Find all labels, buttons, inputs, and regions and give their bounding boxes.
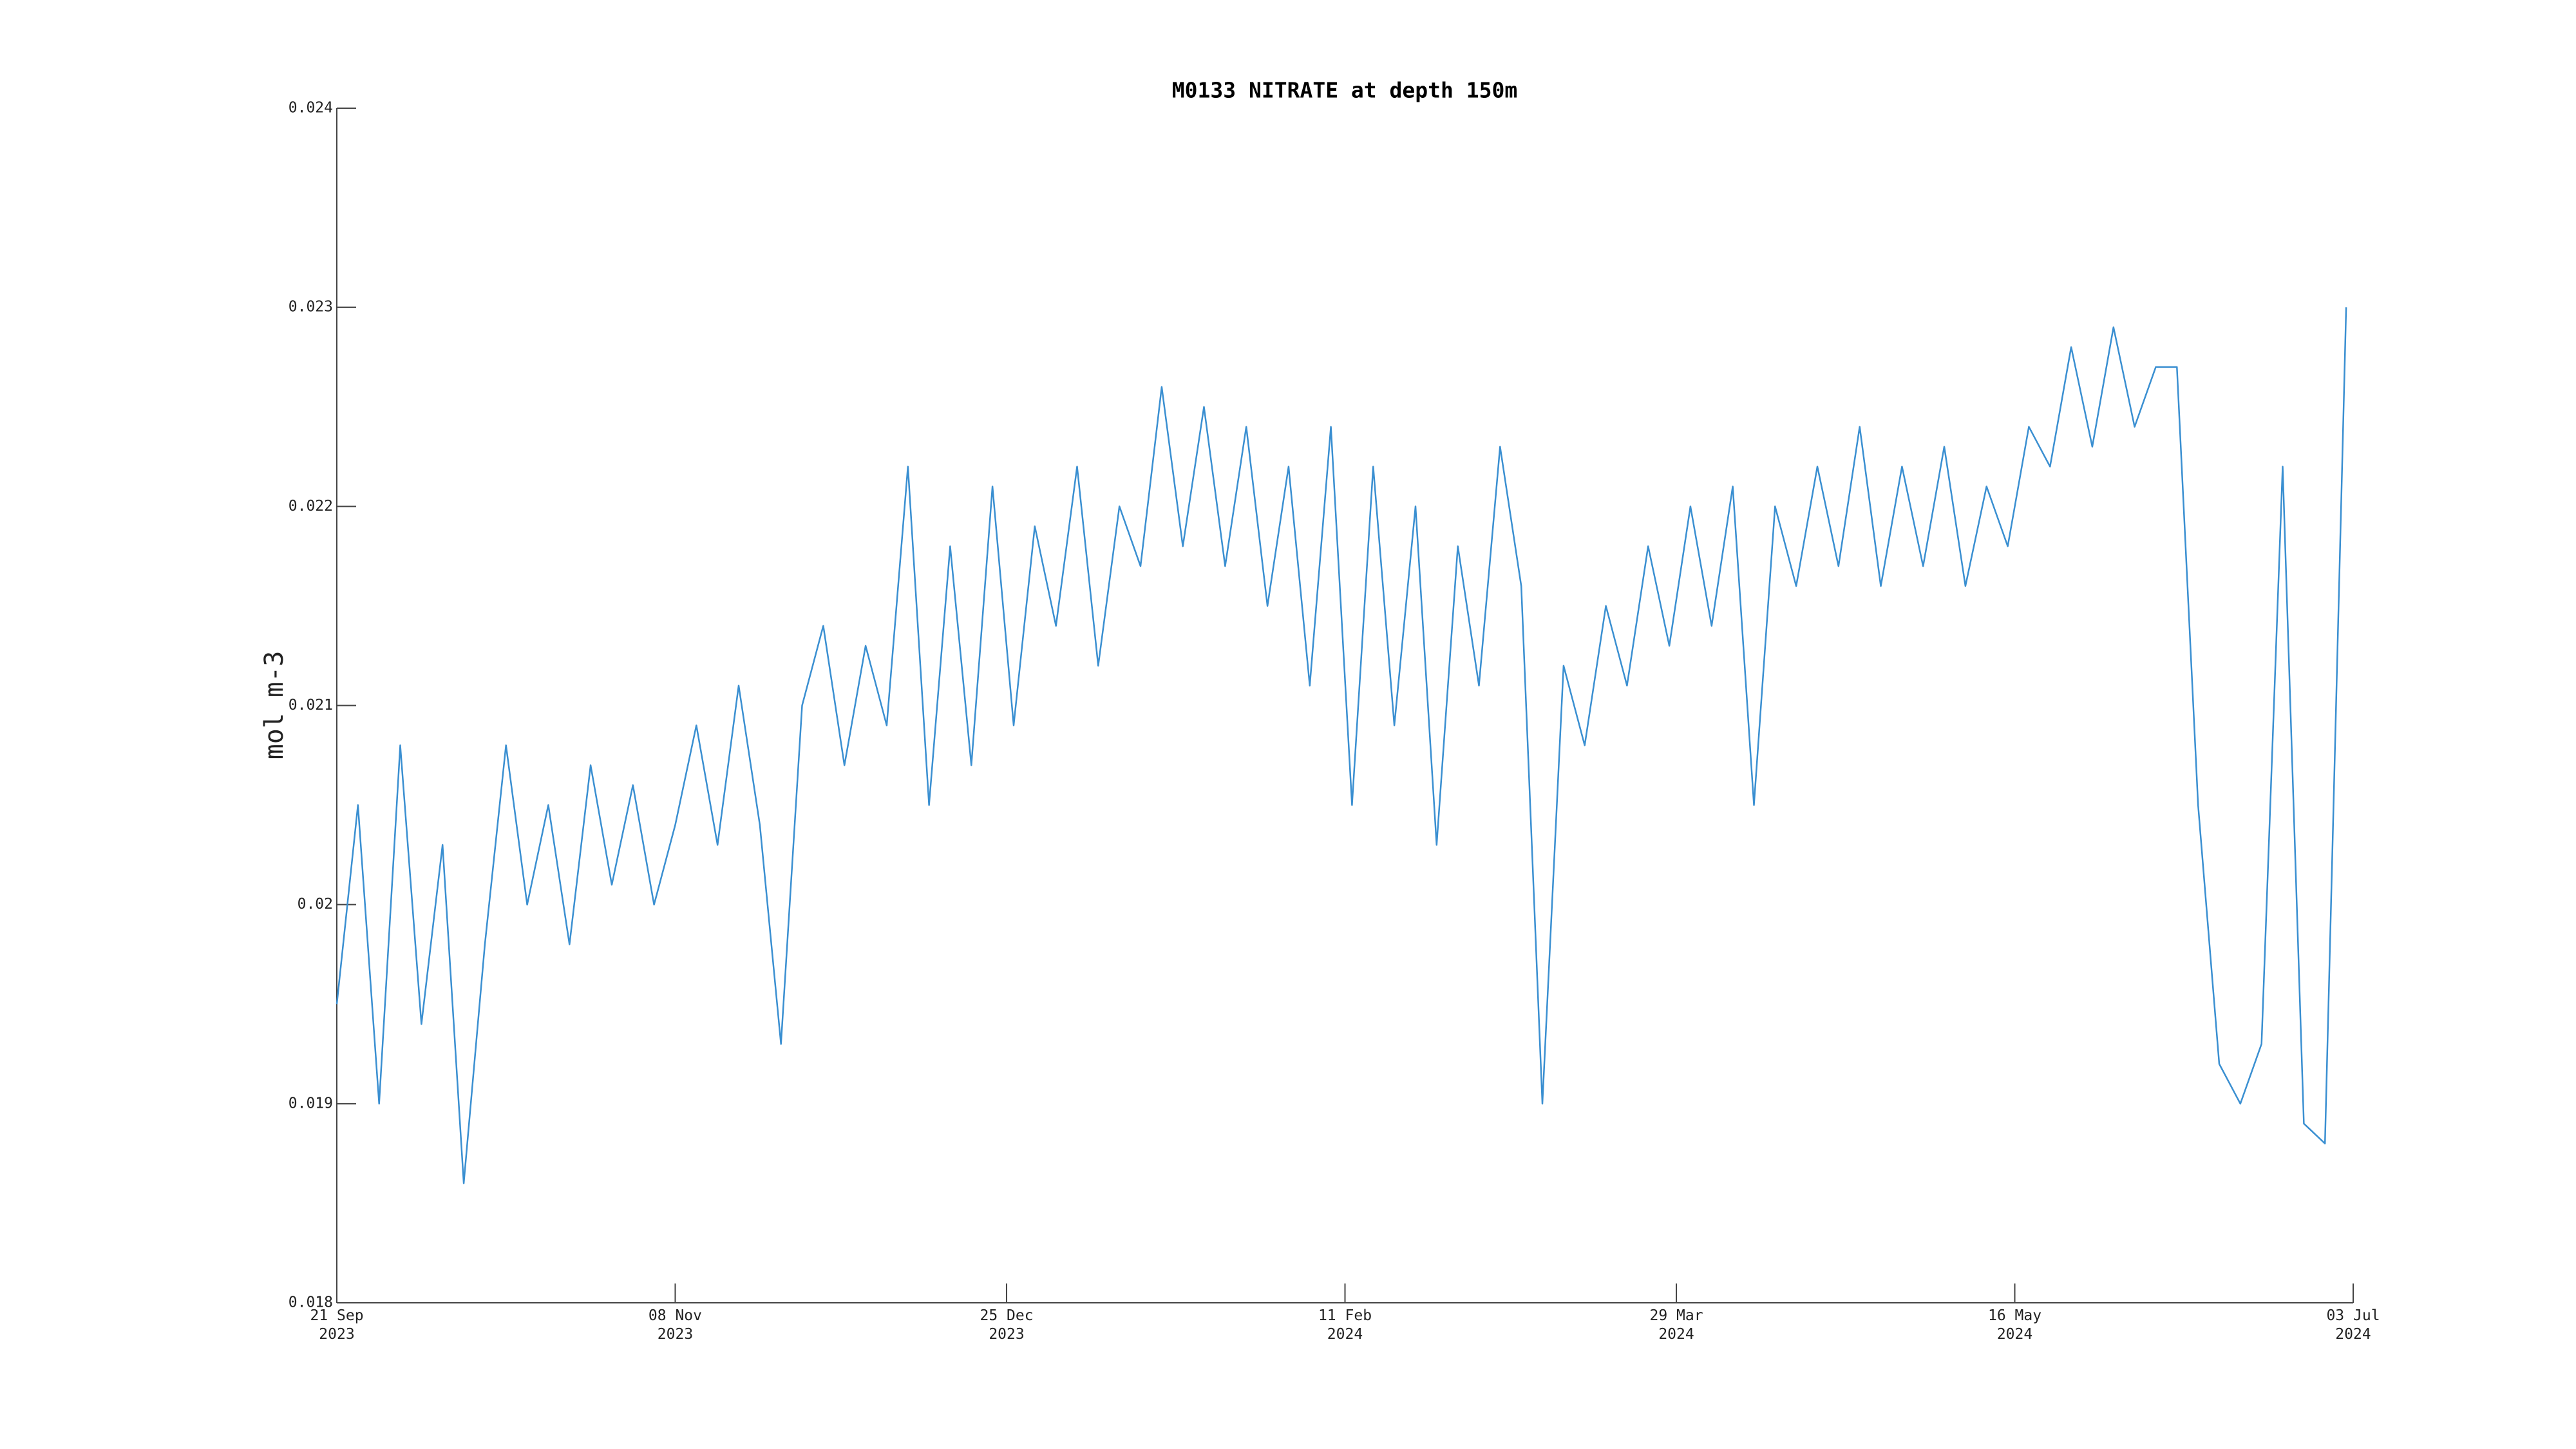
data-line xyxy=(336,307,2347,1184)
x-tick-label: 16 May 2024 xyxy=(1988,1307,2041,1343)
x-tick-label: 25 Dec 2023 xyxy=(980,1307,1033,1343)
chart-title: M0133 NITRATE at depth 150m xyxy=(1172,78,1517,103)
y-tick-label: 0.018 xyxy=(289,1294,333,1311)
x-tick-label: 29 Mar 2024 xyxy=(1649,1307,1703,1343)
y-tick-label: 0.022 xyxy=(289,498,333,515)
y-tick-label: 0.02 xyxy=(298,896,333,913)
y-tick-label: 0.021 xyxy=(289,697,333,714)
y-axis-label: mol m-3 xyxy=(260,651,289,760)
y-tick-label: 0.019 xyxy=(289,1095,333,1112)
y-tick-label: 0.023 xyxy=(289,299,333,316)
x-tick-label: 03 Jul 2024 xyxy=(2326,1307,2380,1343)
x-tick-label: 08 Nov 2023 xyxy=(649,1307,702,1343)
x-tick-label: 11 Feb 2024 xyxy=(1318,1307,1372,1343)
x-tick-label: 21 Sep 2023 xyxy=(310,1307,363,1343)
y-tick-label: 0.024 xyxy=(289,100,333,117)
